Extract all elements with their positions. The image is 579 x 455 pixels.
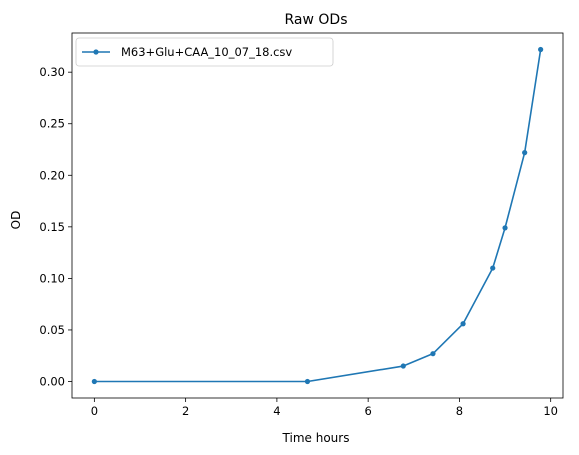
x-tick-label: 6 [364,404,371,418]
y-axis-label: OD [9,211,23,230]
data-point [400,363,406,369]
plot-area [71,32,564,399]
x-tick-label: 2 [182,404,189,418]
data-point [522,150,528,156]
data-point [91,378,97,385]
data-point [538,46,544,53]
x-tick-label: 8 [456,404,463,418]
legend-point-marker [93,49,99,55]
legend: M63+Glu+CAA_10_07_18.csv [75,37,334,67]
y-tick-label: 0.10 [39,271,65,285]
y-tick-label: 0.25 [39,117,65,131]
y-axis: 0.00 0.05 0.10 0.15 0.20 0.25 0.30 [39,65,72,389]
y-tick-label: 0.15 [39,220,65,234]
legend-box [75,37,334,67]
data-point [430,351,436,357]
x-tick-label: 0 [91,404,98,418]
data-point [490,265,496,271]
x-tick-label: 10 [543,404,558,418]
y-tick-label: 0.05 [39,323,65,337]
data-point [460,321,466,327]
x-axis: 0 2 4 6 8 10 [91,398,558,418]
data-point [502,225,508,231]
x-tick-label: 4 [273,404,280,418]
y-tick-label: 0.00 [39,375,65,389]
legend-entry-label: M63+Glu+CAA_10_07_18.csv [121,45,292,59]
x-axis-label: Time hours [282,431,350,445]
chart-title: Raw ODs [285,12,348,28]
data-point [304,378,311,385]
y-tick-label: 0.30 [39,65,65,79]
series-layer [91,46,544,385]
series-line [94,49,542,383]
y-tick-label: 0.20 [39,168,65,182]
